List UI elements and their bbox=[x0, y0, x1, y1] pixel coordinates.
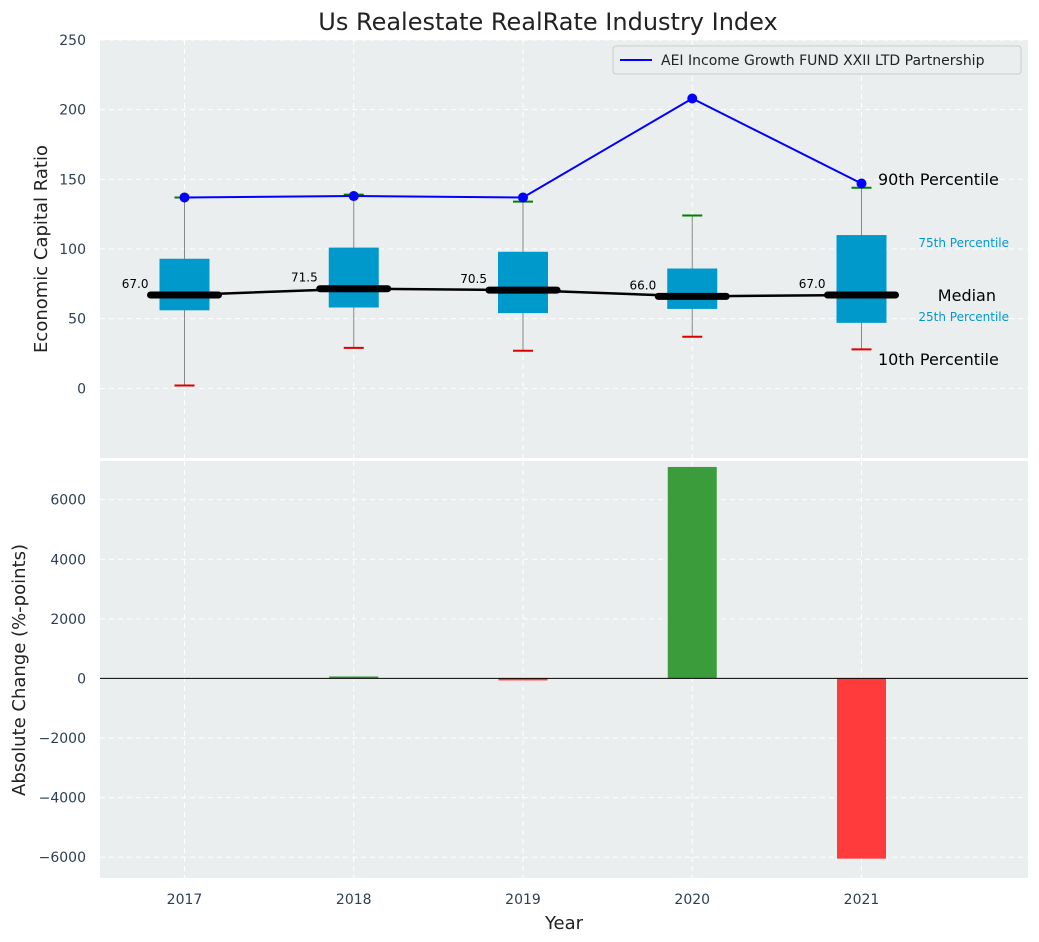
annotation-90th-percentile: 90th Percentile bbox=[878, 170, 999, 189]
annotation-25th-percentile: 25th Percentile bbox=[918, 310, 1009, 324]
x-axis-label: Year bbox=[544, 913, 584, 934]
iqr-box bbox=[667, 268, 718, 309]
top-panel: 0 50 100 150 200 250 Economic Capital Ratio 6… bbox=[31, 33, 1028, 458]
legend-box bbox=[612, 45, 1022, 75]
median-value-label: 71.5 bbox=[291, 271, 318, 285]
company-series-point bbox=[348, 191, 359, 202]
bottom-panel: −6000 −4000 −2000 0 2000 4000 6000 Absolute Ch… bbox=[9, 461, 1028, 934]
median-value-label: 66.0 bbox=[630, 278, 657, 292]
bottom-y-tick-label: −6000 bbox=[39, 850, 86, 866]
change-bar bbox=[837, 678, 886, 859]
x-tick-label: 2020 bbox=[674, 892, 710, 908]
bottom-y-tick-label: 0 bbox=[77, 671, 86, 687]
top-y-tick-label: 200 bbox=[59, 103, 86, 119]
company-series-point bbox=[687, 93, 698, 104]
iqr-box bbox=[836, 235, 887, 323]
top-y-tick-label: 100 bbox=[59, 242, 86, 258]
change-bar bbox=[329, 676, 379, 679]
change-bar bbox=[667, 466, 717, 679]
iqr-box bbox=[328, 247, 379, 308]
bottom-y-tick-label: −2000 bbox=[39, 731, 86, 747]
median-value-label: 70.5 bbox=[460, 272, 487, 286]
legend-entry: AEI Income Growth FUND XXII LTD Partners… bbox=[661, 53, 985, 69]
top-y-tick-label: 250 bbox=[59, 33, 86, 49]
bottom-y-tick-label: 4000 bbox=[50, 552, 86, 568]
iqr-box bbox=[498, 251, 548, 314]
top-y-tick-label: 50 bbox=[68, 312, 86, 328]
change-bar bbox=[498, 678, 548, 681]
bottom-plot-area bbox=[100, 461, 1028, 878]
company-series-point bbox=[518, 192, 528, 203]
legend: AEI Income Growth FUND XXII LTD Partners… bbox=[612, 45, 1022, 75]
iqr-box bbox=[159, 258, 210, 311]
x-tick-label: 2017 bbox=[167, 892, 203, 908]
x-tick-label: 2018 bbox=[336, 892, 372, 908]
top-y-axis-label: Economic Capital Ratio bbox=[31, 145, 52, 353]
company-series-point bbox=[179, 192, 190, 203]
chart-title: Us Realestate RealRate Industry Index bbox=[318, 8, 777, 36]
company-series-point bbox=[856, 178, 867, 189]
top-y-tick-label: 150 bbox=[59, 172, 86, 188]
bottom-y-tick-label: 6000 bbox=[50, 493, 86, 509]
annotation-75th-percentile: 75th Percentile bbox=[918, 236, 1009, 250]
x-tick-label: 2019 bbox=[505, 892, 541, 908]
median-value-label: 67.0 bbox=[799, 277, 826, 291]
median-value-label: 67.0 bbox=[122, 277, 149, 291]
bottom-y-axis-label: Absolute Change (%-points) bbox=[9, 544, 30, 796]
bottom-y-tick-label: −4000 bbox=[39, 791, 86, 807]
top-y-tick-label: 0 bbox=[77, 381, 86, 397]
bottom-y-tick-label: 2000 bbox=[50, 612, 86, 628]
x-tick-label: 2021 bbox=[844, 892, 880, 908]
annotation-10th-percentile: 10th Percentile bbox=[878, 350, 999, 369]
annotation-median: Median bbox=[938, 286, 996, 305]
